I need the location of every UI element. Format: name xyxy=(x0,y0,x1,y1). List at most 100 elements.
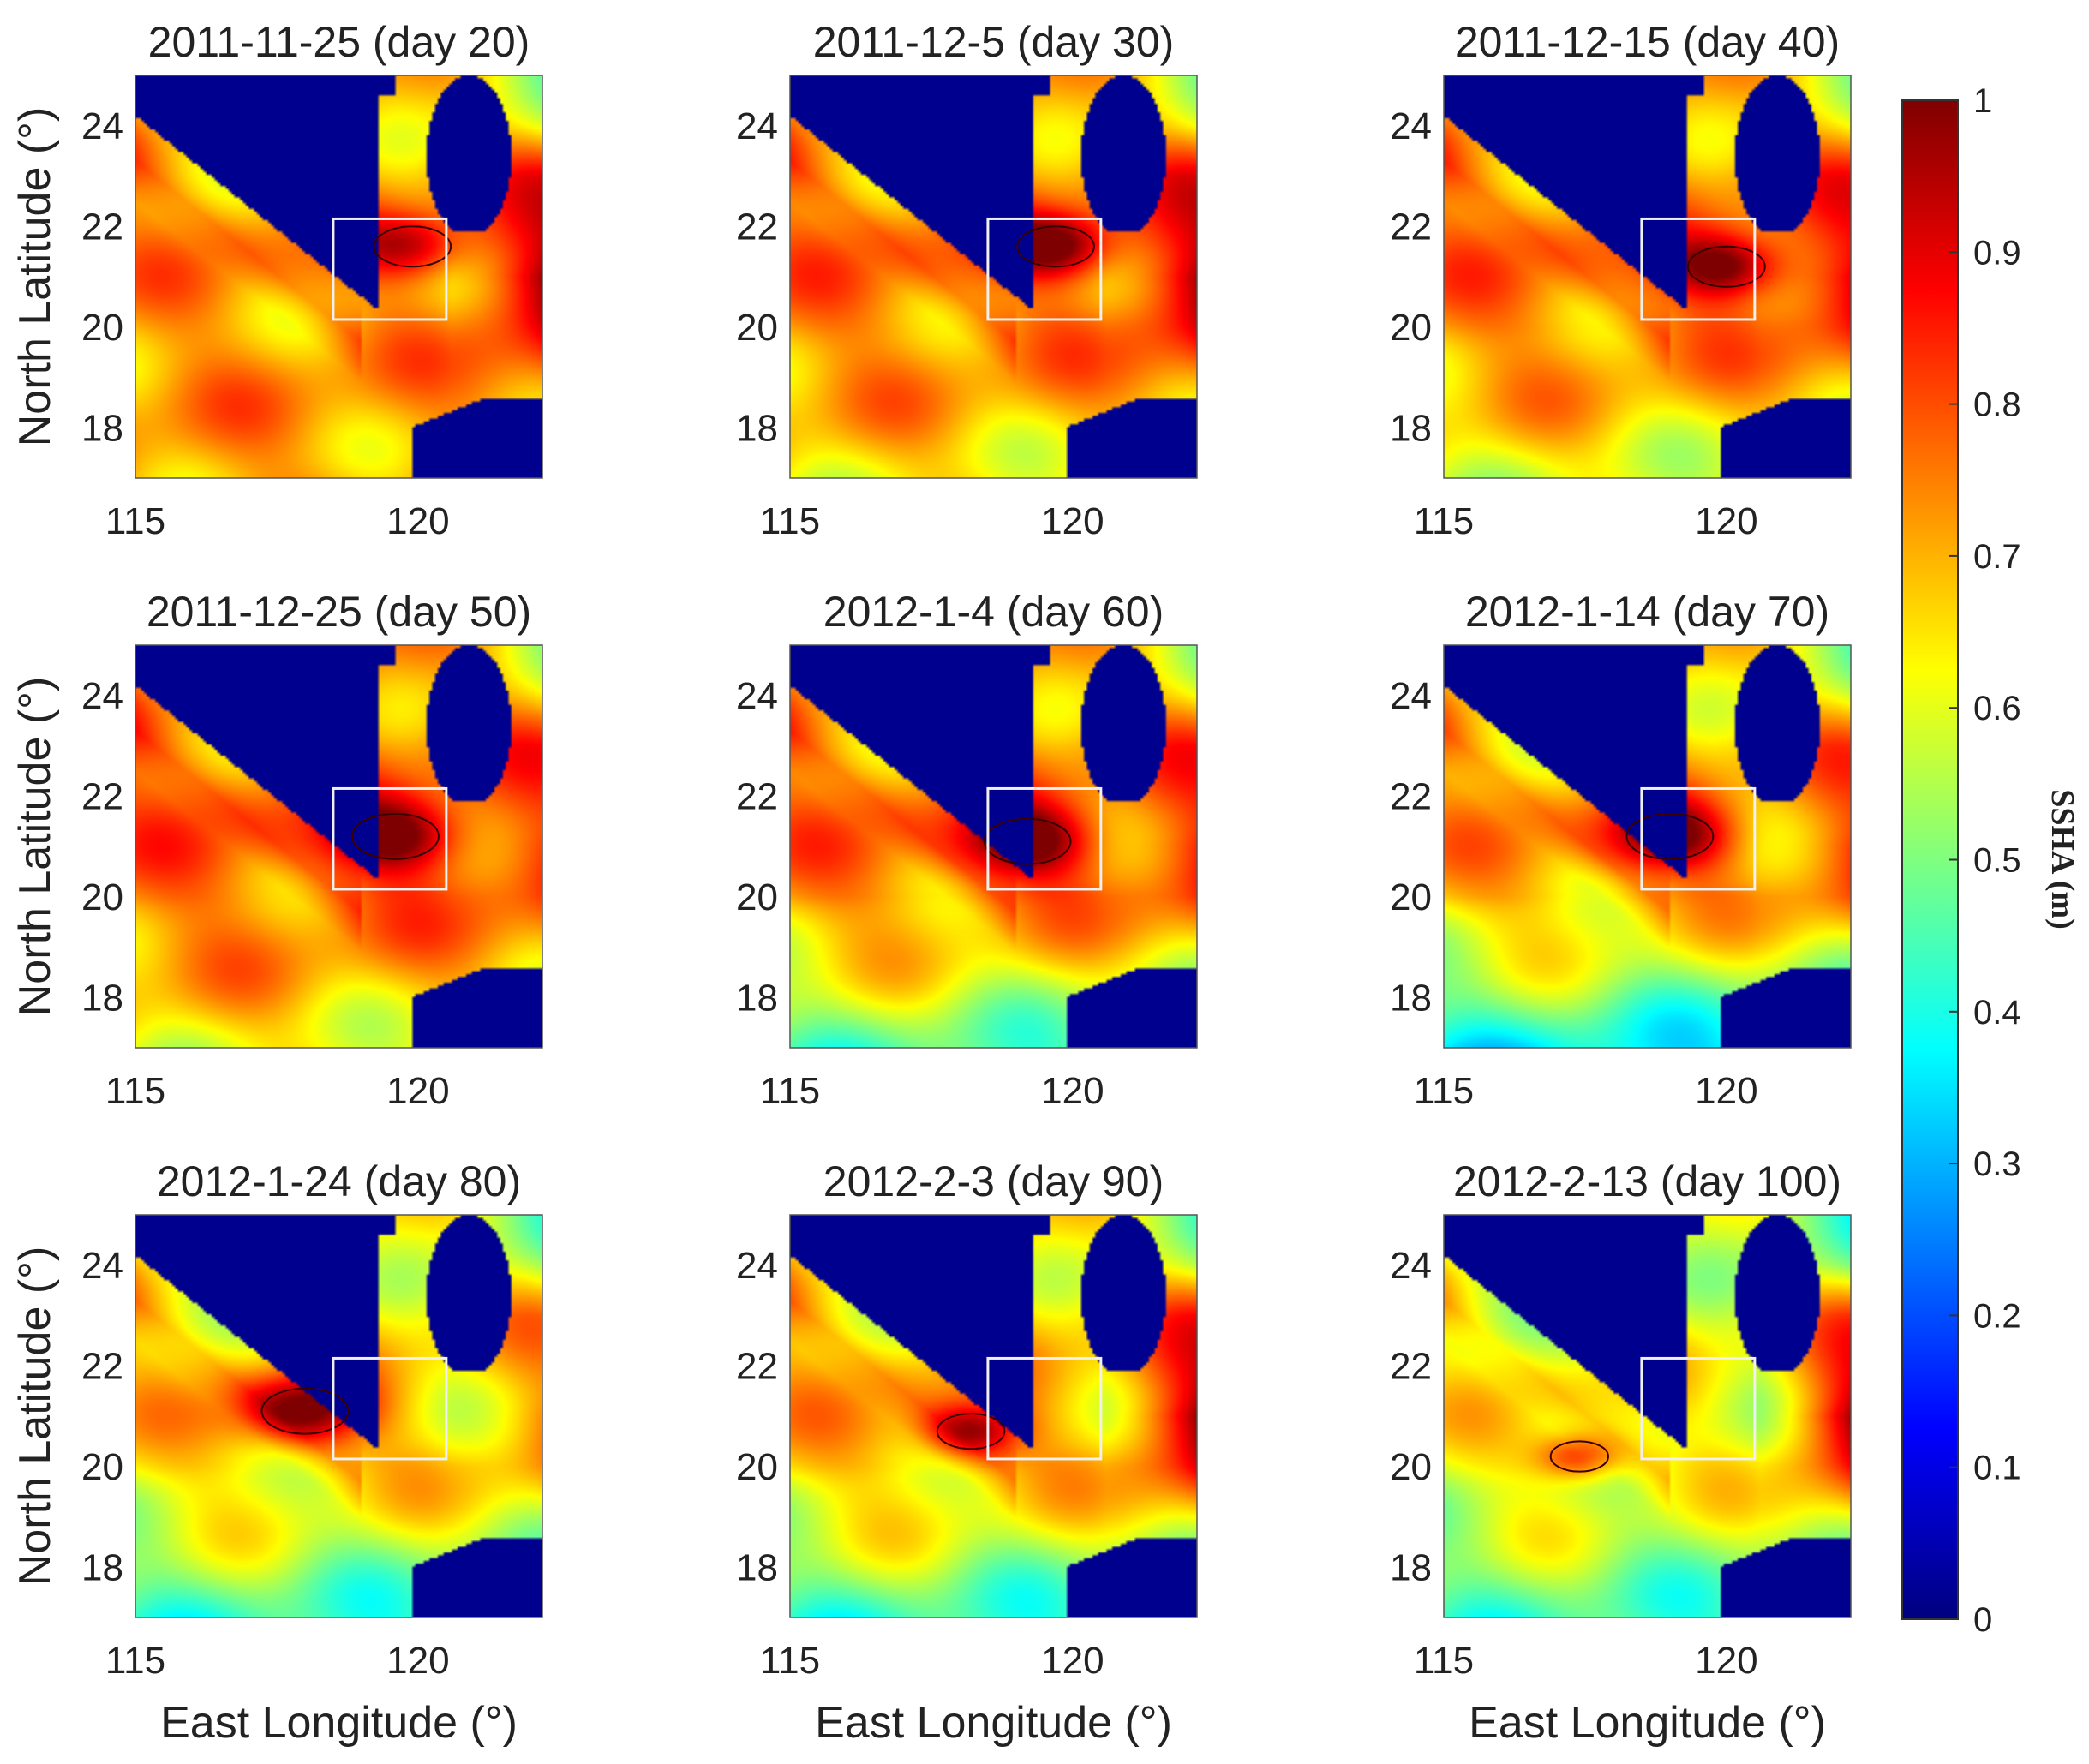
map-panel: 2012-1-14 (day 70) 18 20 22 24 115 120 xyxy=(1390,588,1852,1112)
y-tick-label: 22 xyxy=(1390,206,1432,248)
axes-frame xyxy=(135,644,543,1049)
x-tick-label: 120 xyxy=(386,1640,449,1682)
axes-frame xyxy=(789,75,1198,479)
y-tick-label: 20 xyxy=(1390,307,1432,349)
study-box xyxy=(332,217,448,321)
y-tick-label: 18 xyxy=(736,977,778,1019)
axes-frame xyxy=(1443,1214,1852,1618)
x-axis-label: East Longitude (°) xyxy=(160,1698,518,1748)
y-axis-label: North Latitude (°) xyxy=(10,107,60,447)
y-tick-label: 24 xyxy=(736,105,778,147)
axes-frame xyxy=(1443,75,1852,479)
y-tick-label: 24 xyxy=(81,675,123,717)
colorbar-tick-label: 1 xyxy=(1973,82,1992,120)
y-tick-label: 20 xyxy=(736,1446,778,1488)
x-tick-label: 120 xyxy=(1041,1640,1104,1682)
axes-frame xyxy=(789,644,1198,1049)
y-tick-label: 24 xyxy=(1390,1245,1432,1287)
ssha-field xyxy=(790,1215,1197,1617)
x-tick-label: 115 xyxy=(760,500,820,542)
y-tick-label: 18 xyxy=(736,1546,778,1588)
map-panel: 2011-12-25 (day 50) 18 20 22 24 115 120 North L… xyxy=(10,588,543,1112)
colorbar-tick-label: 0.9 xyxy=(1973,234,2021,272)
y-tick-label: 22 xyxy=(736,206,778,248)
x-tick-label: 115 xyxy=(105,1070,165,1112)
y-tick-label: 18 xyxy=(736,407,778,449)
panel-grid: 2011-11-25 (day 20) 18 20 22 24 115 120 North L… xyxy=(10,18,1852,1748)
eddy-contour xyxy=(1016,225,1095,268)
map-panel: 2012-1-4 (day 60) 18 20 22 24 115 120 xyxy=(736,588,1198,1112)
panel-title: 2012-2-13 (day 100) xyxy=(1453,1157,1841,1205)
ssha-field xyxy=(135,1215,542,1617)
study-box xyxy=(1640,217,1757,321)
ssha-field xyxy=(135,645,542,1048)
axes-frame xyxy=(135,1214,543,1618)
y-tick-label: 18 xyxy=(1390,1546,1432,1588)
panel-title: 2012-1-24 (day 80) xyxy=(157,1157,521,1205)
colorbar-tick-label: 0.7 xyxy=(1973,538,2021,576)
panel-title: 2012-1-14 (day 70) xyxy=(1465,588,1829,636)
colorbar-label: SSHA (m) xyxy=(2044,789,2080,930)
y-tick-label: 20 xyxy=(736,876,778,918)
x-tick-label: 120 xyxy=(386,500,449,542)
y-tick-label: 22 xyxy=(81,1345,123,1387)
colorbar-ticks: 0 0.1 0.2 0.3 0.4 0.5 0.6 0.7 0.8 0.9 1 xyxy=(1949,82,2021,1639)
y-tick-label: 24 xyxy=(1390,105,1432,147)
ssha-field xyxy=(790,75,1197,478)
y-tick-label: 24 xyxy=(736,1245,778,1287)
y-tick-label: 22 xyxy=(1390,1345,1432,1387)
x-tick-label: 120 xyxy=(386,1070,449,1112)
study-box xyxy=(332,1356,448,1461)
y-tick-label: 18 xyxy=(1390,407,1432,449)
eddy-contour xyxy=(260,1387,350,1435)
x-tick-label: 120 xyxy=(1695,1070,1757,1112)
colorbar-tick-label: 0.4 xyxy=(1973,994,2021,1031)
axes-frame xyxy=(135,75,543,479)
colorbar-tick-label: 0.5 xyxy=(1973,842,2021,880)
y-tick-label: 20 xyxy=(81,876,123,918)
y-tick-label: 24 xyxy=(736,675,778,717)
axes-frame xyxy=(1443,644,1852,1049)
eddy-contour xyxy=(1625,812,1715,860)
x-tick-label: 115 xyxy=(1414,1070,1474,1112)
map-panel: 2012-2-13 (day 100) 18 20 22 24 115 120 East Lo… xyxy=(1390,1157,1852,1748)
eddy-contour xyxy=(373,225,452,268)
y-tick-label: 20 xyxy=(1390,1446,1432,1488)
y-tick-label: 22 xyxy=(736,775,778,817)
colorbar-tick-label: 0.3 xyxy=(1973,1145,2021,1183)
eddy-contour xyxy=(351,812,440,860)
x-tick-label: 120 xyxy=(1695,500,1757,542)
axes-frame xyxy=(789,1214,1198,1618)
ssha-field xyxy=(790,645,1197,1048)
x-tick-label: 120 xyxy=(1041,1070,1104,1112)
map-panel: 2011-11-25 (day 20) 18 20 22 24 115 120 North L… xyxy=(10,18,543,542)
map-panel: 2011-12-5 (day 30) 18 20 22 24 115 120 xyxy=(736,18,1198,542)
eddy-contour xyxy=(936,1413,1006,1450)
y-tick-label: 20 xyxy=(1390,876,1432,918)
eddy-contour xyxy=(983,817,1072,865)
study-box xyxy=(986,217,1103,321)
y-tick-label: 22 xyxy=(1390,775,1432,817)
x-tick-label: 115 xyxy=(1414,1640,1474,1682)
ssha-field xyxy=(1444,645,1851,1048)
colorbar-tick-label: 0.8 xyxy=(1973,386,2021,424)
ssha-field xyxy=(1444,75,1851,478)
colorbar-tick-label: 0.2 xyxy=(1973,1297,2021,1335)
study-box xyxy=(332,786,448,891)
y-tick-label: 24 xyxy=(1390,675,1432,717)
y-axis-label: North Latitude (°) xyxy=(10,677,60,1017)
colorbar: 0 0.1 0.2 0.3 0.4 0.5 0.6 0.7 0.8 0.9 1 SSHA (m) xyxy=(1901,82,2080,1639)
x-tick-label: 120 xyxy=(1695,1640,1757,1682)
x-tick-label: 120 xyxy=(1041,500,1104,542)
map-panel: 2012-1-24 (day 80) 18 20 22 24 115 120 North La… xyxy=(10,1157,543,1748)
x-tick-label: 115 xyxy=(105,500,165,542)
y-tick-label: 18 xyxy=(81,977,123,1019)
panel-title: 2012-1-4 (day 60) xyxy=(823,588,1164,636)
y-tick-label: 20 xyxy=(81,307,123,349)
study-box xyxy=(986,786,1103,891)
x-axis-label: East Longitude (°) xyxy=(815,1698,1172,1748)
colorbar-gradient xyxy=(1901,99,1959,1620)
eddy-contour xyxy=(1687,245,1766,288)
x-axis-label: East Longitude (°) xyxy=(1469,1698,1826,1748)
y-tick-label: 24 xyxy=(81,105,123,147)
